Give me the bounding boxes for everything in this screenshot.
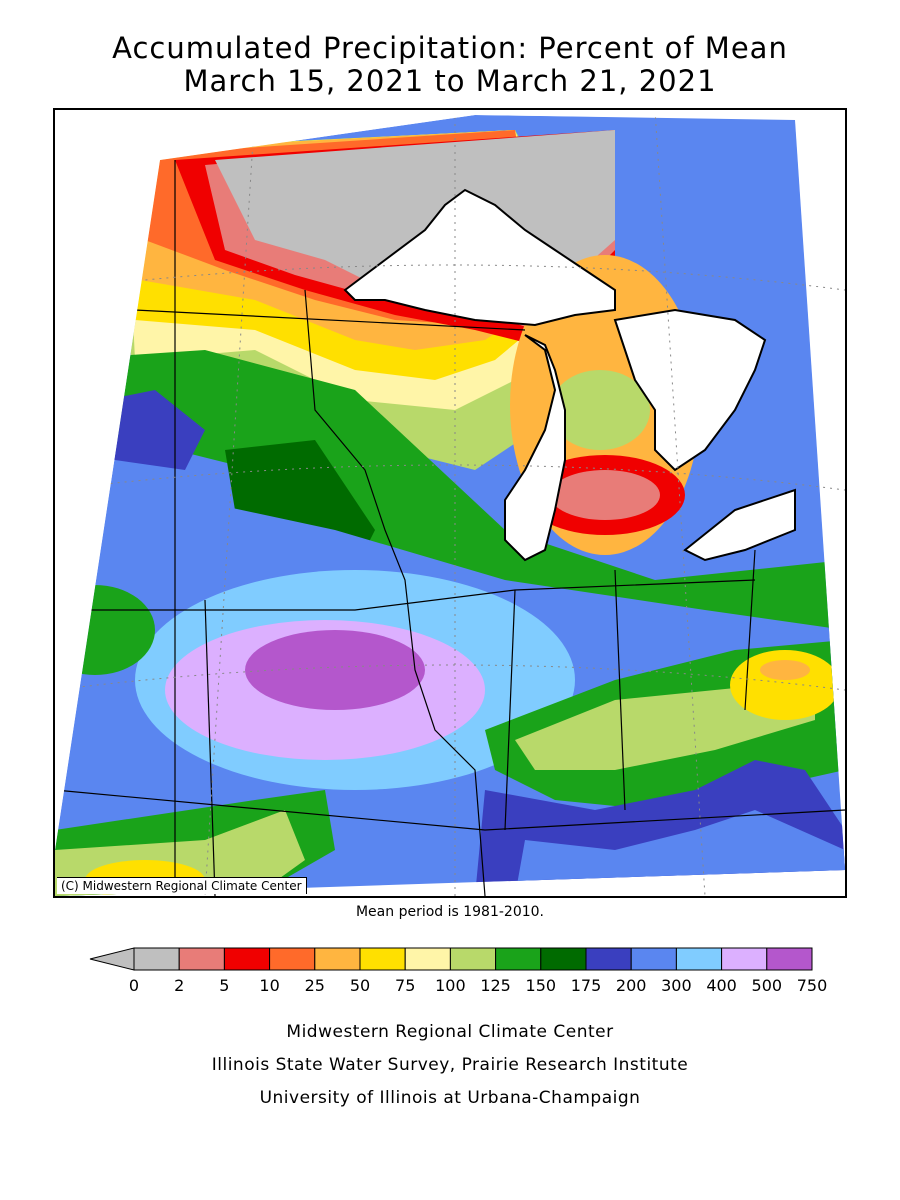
legend-tick-labels: 0 2 5 10 25 50 75 100 125 150 175 200 300 400 500 750 [129, 976, 827, 995]
great-lakes [343, 188, 796, 562]
credit-uiuc: University of Illinois at Urbana-Champai… [259, 1088, 641, 1108]
lake-superior [343, 188, 616, 327]
legend-swatch [540, 947, 587, 971]
legend-tick-label: 25 [305, 976, 325, 995]
legend-tick-label: 175 [571, 976, 602, 995]
legend-tick-label: 2 [174, 976, 184, 995]
legend-tick-label: 750 [797, 976, 828, 995]
legend-arrow [89, 947, 135, 971]
outside-domain [55, 110, 845, 850]
legend-swatch [223, 947, 271, 971]
lake-huron [613, 308, 767, 472]
graticule [55, 110, 845, 896]
credit-mrcc: Midwestern Regional Climate Center [286, 1022, 614, 1042]
legend-tick-label: 10 [259, 976, 279, 995]
legend-tick-label: 150 [526, 976, 557, 995]
map-copyright: (C) Midwestern Regional Climate Center [57, 877, 307, 894]
mean-period-note: Mean period is 1981-2010. [355, 904, 545, 920]
state-borders [55, 160, 845, 896]
lake-michigan [504, 334, 566, 562]
legend-tick-label: 75 [395, 976, 415, 995]
legend-swatch [495, 947, 542, 971]
legend-tick-label: 0 [129, 976, 139, 995]
legend-swatch [766, 947, 813, 971]
legend-tick-label: 500 [752, 976, 783, 995]
legend-swatch [314, 947, 361, 971]
map-title-line-2: March 15, 2021 to March 21, 2021 [183, 64, 717, 98]
legend-swatch [269, 947, 316, 971]
legend-swatch [721, 947, 768, 971]
legend-tick-label: 5 [219, 976, 229, 995]
legend-swatch [404, 947, 451, 971]
legend-tick-label: 100 [435, 976, 466, 995]
legend-swatch [630, 947, 677, 971]
credit-isws: Illinois State Water Survey, Prairie Res… [211, 1055, 689, 1075]
legend-swatch [133, 947, 180, 971]
legend-swatch [585, 947, 632, 971]
precipitation-map: (C) Midwestern Regional Climate Center [53, 108, 847, 898]
legend-swatch [359, 947, 406, 971]
legend-swatch [178, 947, 225, 971]
legend-tick-label: 300 [661, 976, 692, 995]
legend-swatches [89, 947, 813, 971]
color-legend: 0 2 5 10 25 50 75 100 125 150 175 200 300 400 500 750 [89, 947, 827, 995]
lake-erie [683, 488, 796, 562]
legend-tick-label: 50 [350, 976, 370, 995]
map-canvas [55, 110, 845, 896]
legend-tick-label: 125 [480, 976, 511, 995]
legend-swatch [449, 947, 497, 971]
legend-tick-label: 400 [706, 976, 737, 995]
legend-tick-label: 200 [616, 976, 647, 995]
map-title-line-1: Accumulated Precipitation: Percent of Me… [112, 31, 788, 65]
legend-swatch [675, 947, 723, 971]
